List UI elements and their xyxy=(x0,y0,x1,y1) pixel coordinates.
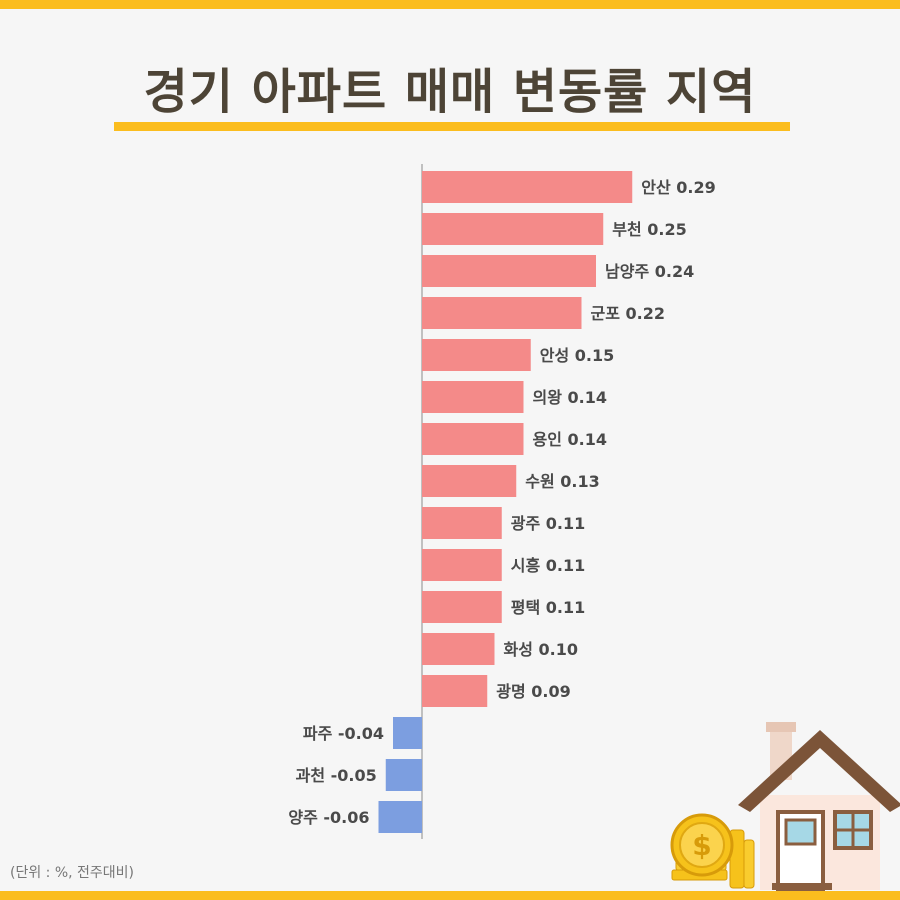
bar-의왕 xyxy=(422,381,524,413)
title-underline xyxy=(114,122,790,131)
bar-label-광주: 광주 0.11 xyxy=(511,514,586,533)
bar-label-화성: 화성 0.10 xyxy=(504,640,579,659)
bar-label-용인: 용인 0.14 xyxy=(533,430,608,449)
bar-안성 xyxy=(422,339,531,371)
bar-부천 xyxy=(422,213,604,245)
bar-label-부천: 부천 0.25 xyxy=(612,220,687,239)
bar-용인 xyxy=(422,423,524,455)
bar-화성 xyxy=(422,633,495,665)
bar-시흥 xyxy=(422,549,502,581)
bar-label-파주: 파주 -0.04 xyxy=(303,724,384,743)
bar-label-평택: 평택 0.11 xyxy=(511,598,586,617)
bar-label-양주: 양주 -0.06 xyxy=(288,808,369,827)
bar-label-광명: 광명 0.09 xyxy=(496,682,571,701)
bar-label-수원: 수원 0.13 xyxy=(525,472,600,491)
bar-label-군포: 군포 0.22 xyxy=(591,304,666,323)
bar-남양주 xyxy=(422,255,596,287)
bar-label-안산: 안산 0.29 xyxy=(641,178,716,197)
bar-label-의왕: 의왕 0.14 xyxy=(533,388,608,407)
bar-label-안성: 안성 0.15 xyxy=(540,346,615,365)
coin-icon: $ xyxy=(670,813,734,877)
bar-수원 xyxy=(422,465,517,497)
bar-파주 xyxy=(393,717,422,749)
top-border xyxy=(0,0,900,9)
bar-평택 xyxy=(422,591,502,623)
bottom-border xyxy=(0,891,900,900)
bar-label-과천: 과천 -0.05 xyxy=(296,766,377,785)
bar-과천 xyxy=(385,759,422,791)
bar-광명 xyxy=(422,675,488,707)
bar-광주 xyxy=(422,507,502,539)
house-icon xyxy=(738,722,900,892)
coin-symbol: $ xyxy=(692,829,711,862)
bar-군포 xyxy=(422,297,582,329)
bar-chart: 안산 0.29 부천 0.25 남양주 0.24 군포 0.22 안성 0.15 의왕 0… xyxy=(288,164,716,839)
bar-안산 xyxy=(422,171,633,203)
bar-label-남양주: 남양주 0.24 xyxy=(605,262,694,281)
page-title: 경기 아파트 매매 변동률 지역 xyxy=(143,64,757,120)
bar-양주 xyxy=(378,801,422,833)
bar-label-시흥: 시흥 0.11 xyxy=(511,556,586,575)
house-illustration: $ xyxy=(670,722,900,892)
unit-note: (단위 : %, 전주대비) xyxy=(10,865,135,881)
